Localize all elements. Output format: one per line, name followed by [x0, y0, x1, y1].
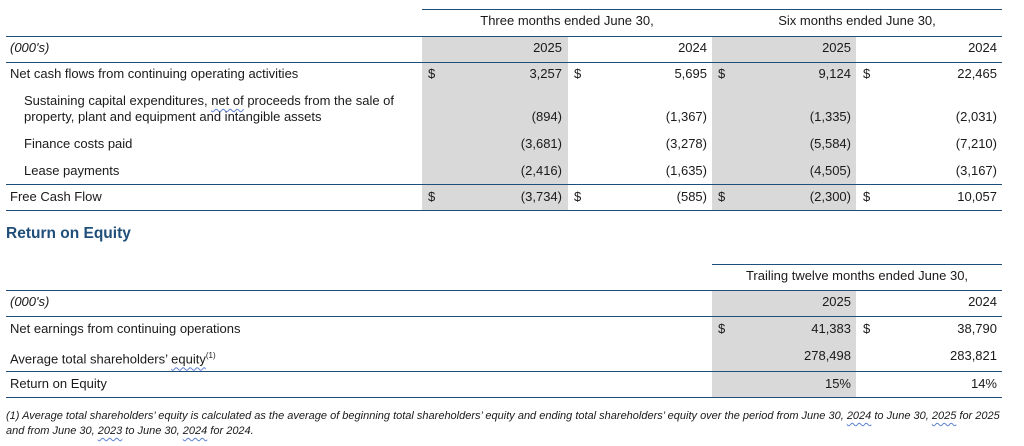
currency-sign: $	[428, 66, 436, 81]
footnote-marker: (1)	[205, 351, 216, 360]
rule-under-period-headers	[422, 9, 1002, 10]
spell-check-squiggle: 2024	[182, 425, 208, 437]
currency-sign: $	[863, 189, 871, 204]
value-cell: 15%	[824, 376, 851, 391]
row-label-sustaining-capex-line1: Sustaining capital expenditures, net of …	[24, 93, 395, 108]
currency-sign: $	[718, 66, 726, 81]
spell-check-squiggle: 2024	[846, 410, 872, 422]
currency-sign: $	[718, 189, 726, 204]
spell-check-squiggle: 2023	[97, 425, 123, 437]
value-cell: (3,734)	[520, 189, 562, 204]
value-cell: (7,210)	[955, 136, 997, 151]
shade-col-three-2025	[422, 36, 568, 210]
value-cell: (1,635)	[665, 163, 707, 178]
rule-above-total	[6, 184, 1002, 185]
row-label-sustaining-capex-line2: property, plant and equipment and intang…	[24, 109, 322, 124]
value-cell: 38,790	[957, 321, 997, 336]
rule-top	[6, 290, 1002, 291]
rule-above-total	[6, 371, 1002, 372]
units-label: (000's)	[10, 40, 50, 55]
value-cell: 5,695	[674, 66, 707, 81]
row-label-lease-payments: Lease payments	[24, 163, 120, 178]
value-cell: (1,367)	[665, 109, 707, 124]
value-cell: (5,584)	[809, 136, 851, 151]
value-cell: (2,031)	[955, 109, 997, 124]
value-cell: 278,498	[804, 348, 851, 363]
section-heading-return-on-equity: Return on Equity	[6, 225, 131, 242]
rule-top	[6, 36, 1002, 37]
year-six-2024: 2024	[968, 40, 997, 55]
header-six-months: Six months ended June 30,	[778, 13, 936, 28]
row-label-average-equity: Average total shareholders’ equity(1)	[10, 351, 216, 367]
header-trailing-twelve-months: Trailing twelve months ended June 30,	[745, 268, 969, 283]
value-cell: (585)	[676, 189, 707, 204]
row-label-return-on-equity: Return on Equity	[10, 376, 107, 391]
currency-sign: $	[863, 321, 871, 336]
currency-sign: $	[718, 321, 726, 336]
footnote: (1) Average total shareholders’ equity i…	[6, 410, 1000, 437]
value-cell: (2,300)	[809, 189, 851, 204]
currency-sign: $	[574, 189, 582, 204]
row-label-net-earnings: Net earnings from continuing operations	[10, 321, 241, 336]
value-cell: 10,057	[957, 189, 997, 204]
shade-col-six-2025	[712, 36, 856, 210]
year-three-2024: 2024	[678, 40, 707, 55]
value-cell: 3,257	[529, 66, 562, 81]
year-three-2025: 2025	[533, 40, 562, 55]
units-label: (000's)	[10, 294, 50, 309]
value-cell: (1,335)	[809, 109, 851, 124]
value-cell: 283,821	[950, 348, 997, 363]
year-ttm-2024: 2024	[968, 294, 997, 309]
row-label-net-cash-flows: Net cash flows from continuing operating…	[10, 66, 299, 81]
row-label-free-cash-flow: Free Cash Flow	[10, 189, 102, 204]
value-cell: (4,505)	[809, 163, 851, 178]
spell-check-squiggle: 2025	[931, 410, 957, 422]
value-cell: 22,465	[957, 66, 997, 81]
value-cell: 9,124	[818, 66, 851, 81]
value-cell: 41,383	[811, 321, 851, 336]
row-label-finance-costs: Finance costs paid	[24, 136, 133, 151]
value-cell: (3,681)	[520, 136, 562, 151]
currency-sign: $	[574, 66, 582, 81]
rule-bottom	[6, 397, 1002, 398]
spell-check-squiggle: net of	[211, 93, 244, 108]
value-cell: (3,167)	[955, 163, 997, 178]
spell-check-squiggle: equity	[171, 351, 206, 367]
value-cell: (894)	[531, 109, 562, 124]
rule-under-years	[6, 62, 1002, 63]
currency-sign: $	[863, 66, 871, 81]
year-ttm-2025: 2025	[822, 294, 851, 309]
rule-under-ttm-header	[712, 264, 1002, 265]
value-cell: (3,278)	[665, 136, 707, 151]
rule-bottom	[6, 210, 1002, 211]
header-three-months: Three months ended June 30,	[480, 13, 654, 28]
year-six-2025: 2025	[822, 40, 851, 55]
value-cell: (2,416)	[520, 163, 562, 178]
value-cell: 14%	[970, 376, 997, 391]
shade-col-ttm-2025	[712, 290, 856, 397]
currency-sign: $	[428, 189, 436, 204]
rule-under-years	[6, 316, 1002, 317]
